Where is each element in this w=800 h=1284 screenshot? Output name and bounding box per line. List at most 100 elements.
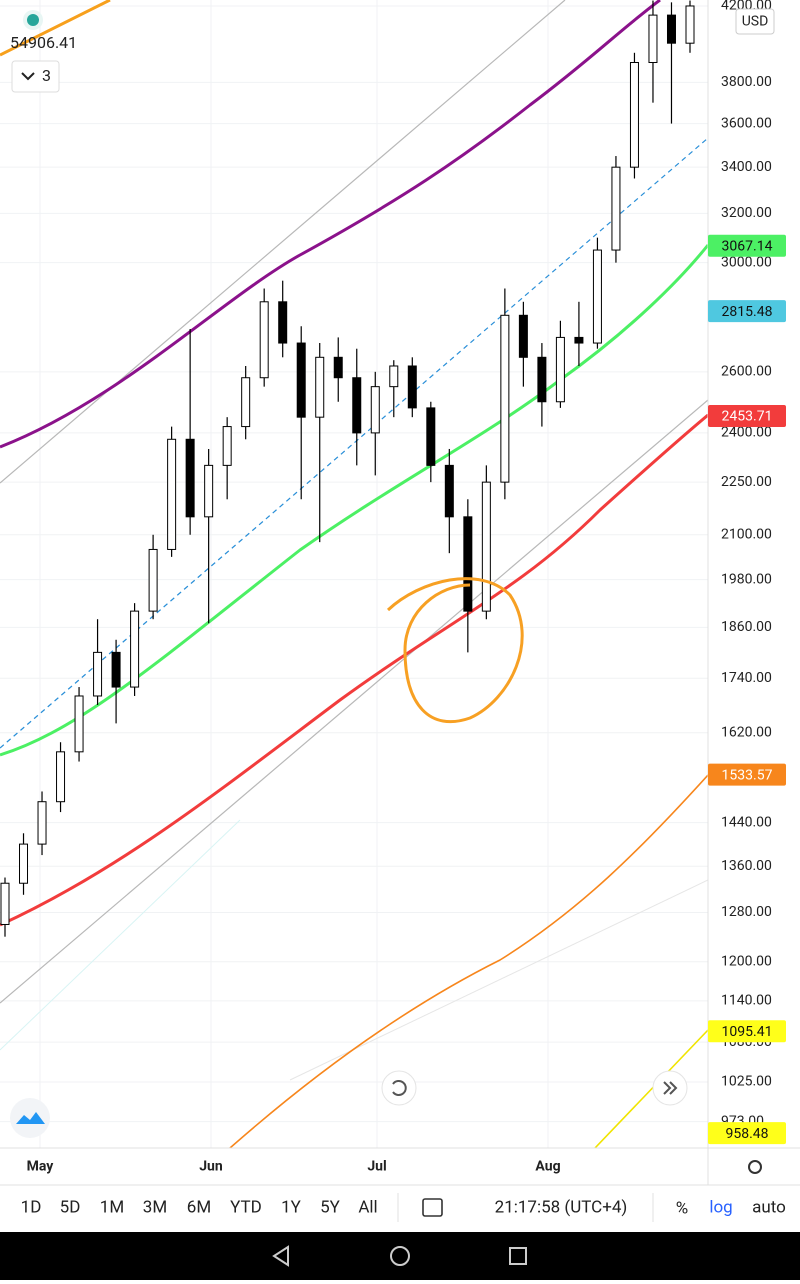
clock: 21:17:58 (UTC+4) (495, 1197, 628, 1217)
candle-body (93, 651, 103, 697)
price-tag-label: 3067.14 (722, 238, 773, 254)
candle-body (537, 356, 547, 403)
price-tag-label: 2815.48 (722, 304, 773, 320)
log-toggle[interactable]: log (709, 1197, 732, 1217)
channel-line (0, 399, 708, 1004)
currency: USD (742, 14, 769, 30)
price-tag-label: 2453.71 (722, 409, 773, 425)
candle-body (37, 801, 47, 845)
channel-line (0, 0, 566, 484)
candle-body (685, 5, 695, 44)
moving-average (0, 0, 661, 449)
candle-body (611, 166, 621, 251)
y-tick-label: 1860.00 (721, 619, 772, 635)
price-tag (708, 1122, 786, 1145)
y-tick-label: 2600.00 (721, 364, 772, 380)
candle-body (481, 481, 491, 612)
candle-body (555, 336, 565, 403)
y-tick-label: 1280.00 (721, 904, 772, 920)
candle-body (148, 548, 158, 612)
y-tick-label: 1620.00 (721, 724, 772, 740)
moving-average (0, 0, 111, 57)
candle-body (370, 386, 380, 434)
reset-button[interactable] (381, 1070, 417, 1106)
price-tag-label: 1095.41 (722, 1024, 773, 1040)
candle-body (167, 438, 177, 550)
range-button[interactable]: 1D (21, 1197, 42, 1217)
range-button[interactable]: 5Y (320, 1197, 341, 1217)
candle-body (629, 62, 639, 168)
toolbar: 1D 5D 1M 3M 6M YTD 1Y 5Y All (21, 1197, 378, 1217)
range-button[interactable]: All (358, 1197, 377, 1217)
price-tag-label: 958.48 (725, 1126, 768, 1142)
nav-home[interactable] (390, 1246, 410, 1266)
faint-line (289, 879, 708, 1081)
time-axis: May Jun Jul Aug (27, 1159, 561, 1175)
y-tick-label: 3800.00 (721, 74, 772, 90)
date-range-icon[interactable] (422, 1198, 443, 1217)
candle-body (592, 249, 602, 344)
chevron-icon (21, 72, 35, 81)
moving-average (594, 1029, 708, 1148)
x-tick-label: Jun (199, 1159, 223, 1175)
price-tag (708, 405, 786, 428)
candle-body (241, 377, 251, 428)
price-tag (708, 1020, 786, 1043)
range-button[interactable]: 1M (100, 1197, 124, 1217)
scroll-icon (663, 1081, 678, 1095)
y-tick-label: 1440.00 (721, 814, 772, 830)
candle-body (278, 301, 288, 344)
y-tick-label: 2250.00 (721, 474, 772, 490)
price-tags: 3067.14 2815.48 2453.71 1533.57 1095.41 958.4… (708, 234, 786, 1145)
currency-box[interactable] (735, 8, 775, 35)
candle-body (648, 14, 658, 64)
logo-button[interactable] (10, 1098, 50, 1138)
y-tick-label: 1740.00 (721, 670, 772, 686)
y-tick-label: 1980.00 (721, 571, 772, 587)
candles (0, 0, 695, 937)
annotation-circle (386, 577, 524, 724)
settings-icon[interactable] (748, 1160, 762, 1174)
status-dot (27, 14, 39, 26)
y-tick-label: 1200.00 (721, 953, 772, 969)
background (0, 0, 800, 1232)
reset-icon (392, 1080, 407, 1096)
x-tick-label: Aug (535, 1159, 560, 1175)
candle-body (333, 356, 343, 379)
indicator-toggle[interactable] (11, 60, 60, 93)
candle-body (130, 610, 140, 688)
y-tick-label: 3200.00 (721, 205, 772, 221)
price-tag (708, 300, 786, 323)
nav-bar (0, 1232, 800, 1280)
y-tick-label: 3400.00 (721, 159, 772, 175)
x-tick-label: Jul (367, 1159, 386, 1175)
candle-body (426, 407, 436, 466)
moving-average (229, 774, 708, 1148)
candle-body (56, 751, 66, 803)
price-tag (708, 234, 786, 257)
indicator-count: 3 (42, 66, 51, 85)
candle-body (185, 438, 195, 518)
nav-recents[interactable] (509, 1247, 527, 1265)
range-button[interactable]: 3M (143, 1197, 167, 1217)
candle-body (111, 651, 121, 688)
moving-average (0, 244, 708, 757)
percent-toggle[interactable]: % (676, 1198, 688, 1218)
candle-body (296, 342, 306, 418)
range-button[interactable]: 6M (187, 1197, 211, 1217)
candle-body (463, 516, 473, 612)
y-tick-label: 3000.00 (721, 254, 772, 270)
y-tick-label: 1140.00 (721, 993, 772, 1009)
auto-toggle[interactable]: auto (752, 1197, 786, 1217)
y-tick-label: 2400.00 (721, 425, 772, 441)
candle-body (666, 14, 676, 44)
candle-body (0, 882, 10, 925)
range-button[interactable]: YTD (230, 1197, 262, 1217)
candle-body (222, 426, 232, 466)
nav-back[interactable] (272, 1245, 289, 1267)
price-tag-label: 1533.57 (722, 767, 773, 783)
candle-body (74, 695, 84, 753)
range-button[interactable]: 5D (60, 1197, 81, 1217)
range-button[interactable]: 1Y (281, 1197, 302, 1217)
